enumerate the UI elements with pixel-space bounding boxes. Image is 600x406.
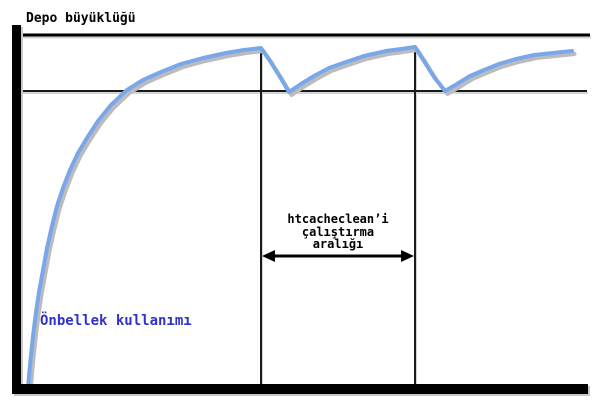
y-axis [12,25,21,394]
interval-label-line-3: aralığı [312,237,364,251]
interval-arrow-left-head [262,250,275,262]
interval-label-line-2: çalıştırma [301,224,375,239]
interval-arrow-right-head [401,250,414,262]
interval-label: htcacheclean’i çalıştırma aralığı [262,213,414,251]
x-axis [12,384,588,394]
cache-usage-label: Önbellek kullanımı [40,313,192,329]
cache-usage-curve [26,45,574,390]
interval-arrow [262,250,414,262]
y-axis-title: Depo büyüklüğü [26,11,136,26]
interval-label-line-1: htcacheclean’i [287,212,389,226]
